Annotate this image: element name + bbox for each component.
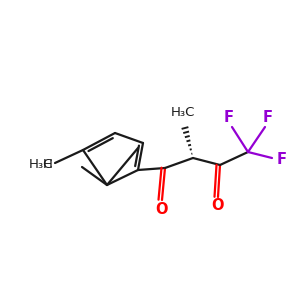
- Text: F: F: [263, 110, 273, 125]
- Text: F: F: [277, 152, 287, 167]
- Text: O: O: [212, 199, 224, 214]
- Text: O: O: [156, 202, 168, 217]
- Text: H: H: [43, 158, 53, 172]
- Text: H₃C: H₃C: [171, 106, 195, 119]
- Text: F: F: [224, 110, 234, 125]
- Text: H₃C: H₃C: [28, 158, 53, 172]
